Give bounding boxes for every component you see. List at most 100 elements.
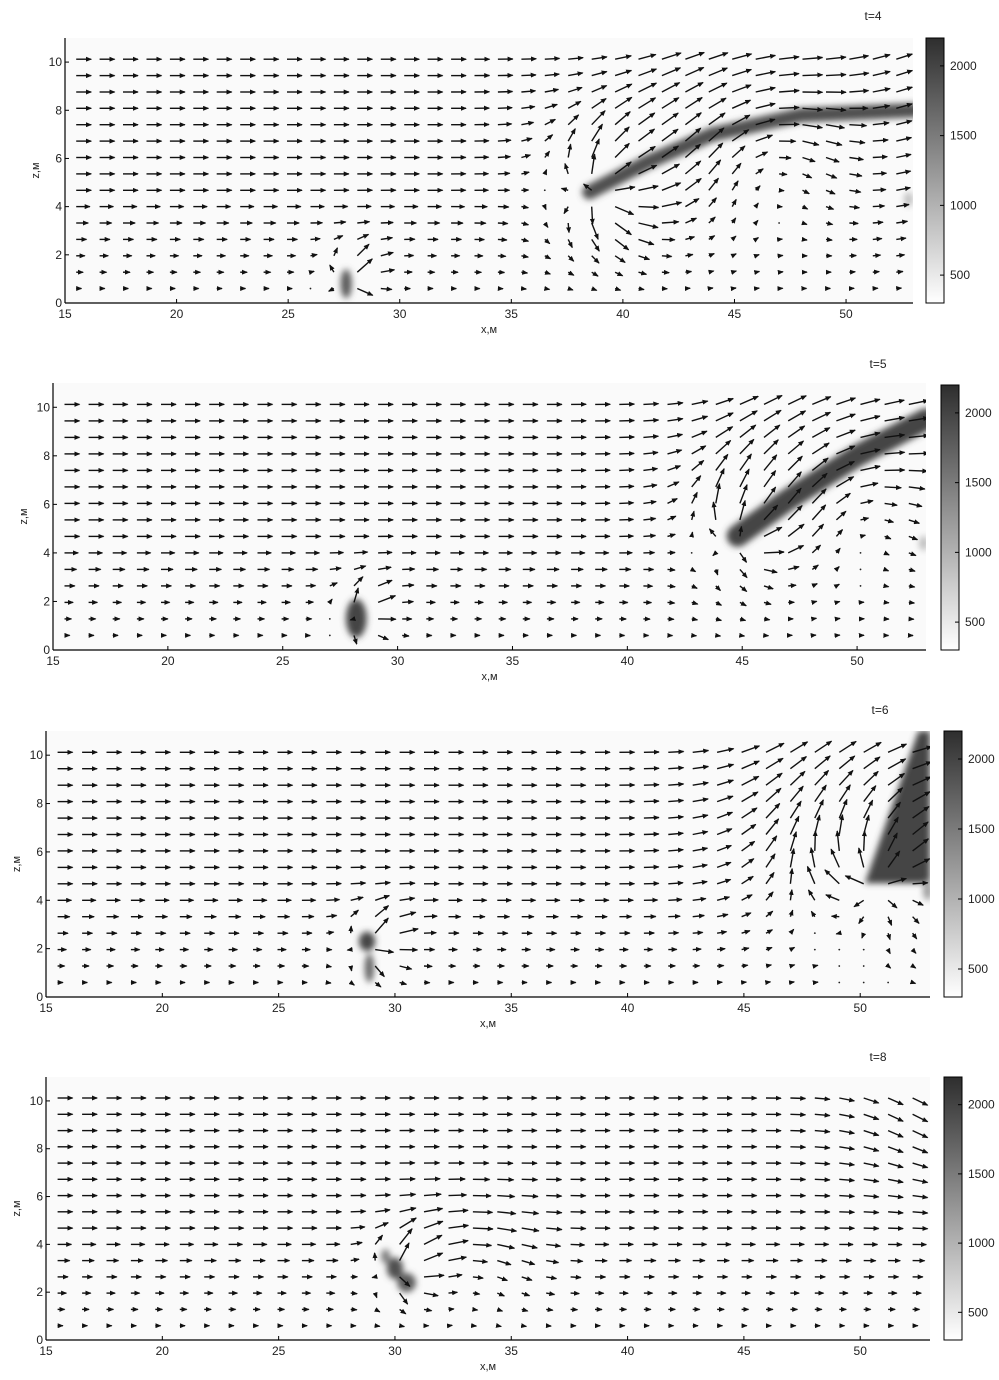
velocity-arrow — [872, 53, 891, 60]
velocity-arrow — [863, 1178, 880, 1184]
velocity-arrow — [912, 761, 930, 770]
x-axis-label: x,м — [480, 1361, 496, 1373]
velocity-arrow — [661, 128, 679, 142]
velocity-arrow — [399, 1292, 409, 1305]
velocity-arrow — [472, 1226, 494, 1232]
velocity-arrow — [684, 177, 702, 191]
velocity-arrow — [546, 1193, 563, 1199]
velocity-arrow — [839, 1145, 856, 1151]
velocity-arrow — [896, 219, 909, 225]
velocity-arrow — [708, 67, 729, 77]
velocity-arrow — [884, 432, 906, 439]
velocity-arrow — [350, 1240, 363, 1246]
velocity-arrow — [887, 1178, 904, 1184]
velocity-arrow — [908, 450, 926, 456]
velocity-arrow — [692, 781, 709, 786]
velocity-arrow — [375, 1192, 392, 1198]
velocity-arrow — [566, 222, 572, 234]
velocity-arrow — [716, 763, 735, 770]
velocity-arrow — [448, 1239, 469, 1246]
colorbar — [925, 37, 945, 304]
velocity-arrow — [326, 930, 335, 936]
velocity-arrow — [896, 53, 913, 60]
velocity-arrow — [802, 140, 820, 147]
velocity-arrow — [825, 156, 840, 163]
velocity-arrow — [788, 583, 797, 589]
velocity-arrow — [619, 500, 635, 506]
velocity-arrow — [836, 397, 857, 406]
velocity-arrow — [497, 1243, 516, 1250]
velocity-arrow — [716, 779, 735, 786]
velocity-arrow — [884, 450, 906, 456]
velocity-arrow — [836, 413, 856, 422]
velocity-arrow — [836, 476, 855, 488]
velocity-arrow — [779, 155, 792, 161]
y-tick-label: 10 — [37, 400, 51, 414]
velocity-arrow — [849, 156, 865, 162]
velocity-arrow — [825, 124, 846, 130]
velocity-arrow — [860, 431, 881, 439]
panel-3: 15 20 25 30 35 40 45 500246810x,мz,мt=650010001… — [11, 703, 995, 1030]
velocity-arrow — [668, 814, 685, 820]
velocity-arrow — [325, 979, 332, 985]
velocity-arrow — [755, 53, 777, 60]
velocity-arrow — [765, 757, 784, 770]
velocity-arrow — [825, 220, 834, 226]
velocity-arrow — [779, 54, 800, 60]
y-tick-label: 0 — [36, 1333, 43, 1347]
velocity-arrow — [661, 182, 682, 191]
velocity-arrow — [521, 269, 529, 275]
velocity-arrow — [643, 516, 657, 522]
velocity-arrow — [661, 219, 680, 225]
velocity-arrow — [472, 1242, 493, 1248]
y-tick-label: 2 — [43, 594, 50, 608]
velocity-arrow — [802, 72, 824, 78]
velocity-arrow — [765, 871, 775, 885]
velocity-arrow — [543, 285, 551, 291]
velocity-arrow — [908, 583, 916, 589]
velocity-arrow — [731, 129, 750, 142]
velocity-arrow — [853, 899, 865, 908]
velocity-arrow — [377, 579, 393, 587]
velocity-arrow — [372, 1252, 378, 1261]
velocity-arrow — [814, 1096, 831, 1102]
velocity-arrow — [715, 412, 734, 422]
velocity-arrow — [685, 252, 694, 258]
velocity-arrow — [887, 1146, 904, 1154]
velocity-arrow — [739, 468, 750, 488]
velocity-arrow — [765, 963, 773, 969]
velocity-arrow — [765, 891, 774, 901]
velocity-arrow — [497, 105, 513, 111]
colorbar — [943, 1076, 963, 1341]
velocity-arrow — [896, 186, 912, 192]
velocity-arrow — [912, 1178, 929, 1184]
velocity-arrow — [708, 528, 717, 537]
velocity-arrow — [857, 847, 865, 868]
colorbar-tick-label: 2000 — [968, 1098, 995, 1112]
velocity-arrow — [402, 582, 415, 588]
velocity-arrow — [497, 121, 513, 127]
velocity-dot — [838, 965, 841, 967]
velocity-arrow — [497, 1291, 506, 1297]
velocity-arrow — [741, 840, 756, 852]
x-tick-label: 30 — [388, 1344, 402, 1358]
velocity-arrow — [789, 756, 808, 770]
colorbar-tick-label: 1000 — [965, 545, 992, 559]
velocity-arrow — [739, 453, 752, 471]
velocity-arrow — [849, 188, 862, 194]
velocity-arrow — [353, 565, 367, 571]
velocity-arrow — [708, 235, 716, 241]
velocity-field — [57, 1095, 929, 1329]
velocity-arrow — [352, 635, 358, 645]
velocity-dot — [862, 981, 865, 984]
velocity-arrow — [814, 1177, 831, 1183]
velocity-arrow — [692, 930, 704, 936]
velocity-arrow — [638, 53, 657, 60]
velocity-arrow — [563, 206, 569, 215]
y-axis-label: z,м — [30, 162, 42, 178]
velocity-arrow — [810, 616, 818, 622]
velocity-arrow — [872, 104, 891, 109]
velocity-arrow — [690, 510, 696, 521]
velocity-arrow — [708, 97, 727, 109]
velocity-arrow — [638, 97, 657, 109]
